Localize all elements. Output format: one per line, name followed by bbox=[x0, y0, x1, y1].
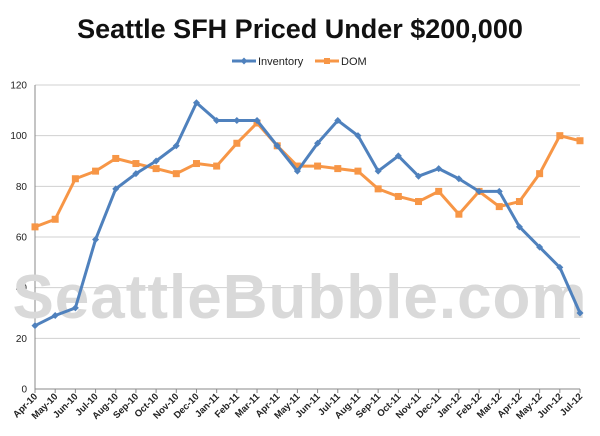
data-point-dom bbox=[51, 215, 59, 223]
data-point-dom bbox=[415, 198, 423, 206]
data-point-inventory bbox=[354, 132, 362, 140]
data-point-inventory bbox=[455, 175, 463, 183]
data-point-inventory bbox=[253, 116, 261, 124]
data-point-inventory bbox=[112, 185, 120, 193]
legend: Inventory DOM bbox=[232, 56, 367, 68]
y-tick-label: 100 bbox=[10, 131, 27, 142]
y-tick-label: 40 bbox=[16, 283, 28, 294]
data-point-dom bbox=[394, 192, 402, 200]
data-point-inventory bbox=[374, 167, 382, 175]
legend-marker-inventory bbox=[240, 57, 248, 65]
y-tick-label: 60 bbox=[16, 233, 28, 244]
data-point-dom bbox=[314, 162, 322, 170]
data-point-inventory bbox=[293, 167, 301, 175]
data-point-inventory bbox=[172, 142, 180, 150]
data-point-inventory bbox=[71, 304, 79, 312]
data-point-dom bbox=[112, 154, 120, 162]
data-point-inventory bbox=[51, 312, 59, 320]
y-tick-label: 0 bbox=[21, 385, 27, 396]
data-point-dom bbox=[192, 160, 200, 168]
data-point-dom bbox=[435, 187, 443, 195]
data-point-inventory bbox=[152, 157, 160, 165]
plot-area: 020406080100120Apr-10May-10Jun-10Jul-10A… bbox=[10, 81, 587, 422]
data-point-dom bbox=[92, 167, 100, 175]
data-point-dom bbox=[536, 170, 544, 178]
data-point-dom bbox=[515, 198, 523, 206]
y-tick-label: 20 bbox=[16, 334, 28, 345]
data-point-inventory bbox=[334, 116, 342, 124]
data-point-dom bbox=[132, 160, 140, 168]
legend-label-dom: DOM bbox=[341, 56, 367, 68]
data-point-dom bbox=[576, 137, 584, 145]
data-point-inventory bbox=[132, 170, 140, 178]
data-point-dom bbox=[213, 162, 221, 170]
data-point-inventory bbox=[576, 309, 584, 317]
data-point-dom bbox=[354, 167, 362, 175]
data-point-dom bbox=[293, 162, 301, 170]
y-tick-label: 120 bbox=[10, 81, 27, 92]
data-point-dom bbox=[172, 170, 180, 178]
data-point-inventory bbox=[435, 165, 443, 173]
legend-marker-dom bbox=[324, 58, 330, 64]
data-point-inventory bbox=[92, 236, 100, 244]
data-point-inventory bbox=[495, 187, 503, 195]
legend-item-dom: DOM bbox=[315, 56, 367, 68]
data-point-dom bbox=[334, 165, 342, 173]
data-point-inventory bbox=[233, 116, 241, 124]
series-line-inventory bbox=[33, 101, 582, 328]
data-point-inventory bbox=[415, 172, 423, 180]
y-tick-label: 80 bbox=[16, 182, 28, 193]
watermark-text: SeattleBubble.com bbox=[12, 263, 587, 332]
data-point-dom bbox=[495, 203, 503, 211]
data-point-dom bbox=[71, 175, 79, 183]
data-point-inventory bbox=[475, 187, 483, 195]
data-point-inventory bbox=[536, 243, 544, 251]
data-point-dom bbox=[455, 210, 463, 218]
legend-label-inventory: Inventory bbox=[258, 56, 304, 68]
data-point-inventory bbox=[31, 322, 39, 330]
data-point-inventory bbox=[213, 116, 221, 124]
data-point-inventory bbox=[273, 142, 281, 150]
data-point-inventory bbox=[192, 99, 200, 107]
data-point-dom bbox=[152, 165, 160, 173]
chart-title: Seattle SFH Priced Under $200,000 bbox=[77, 14, 523, 44]
data-point-dom bbox=[374, 185, 382, 193]
data-point-dom bbox=[233, 139, 241, 147]
data-point-inventory bbox=[556, 263, 564, 271]
legend-item-inventory: Inventory bbox=[232, 56, 304, 68]
data-point-inventory bbox=[314, 139, 322, 147]
x-tick-label: Jul-12 bbox=[558, 391, 585, 418]
data-point-inventory bbox=[394, 152, 402, 160]
data-point-inventory bbox=[515, 223, 523, 231]
data-point-dom bbox=[556, 132, 564, 140]
series-line-dom bbox=[33, 121, 582, 229]
data-point-dom bbox=[31, 223, 39, 231]
